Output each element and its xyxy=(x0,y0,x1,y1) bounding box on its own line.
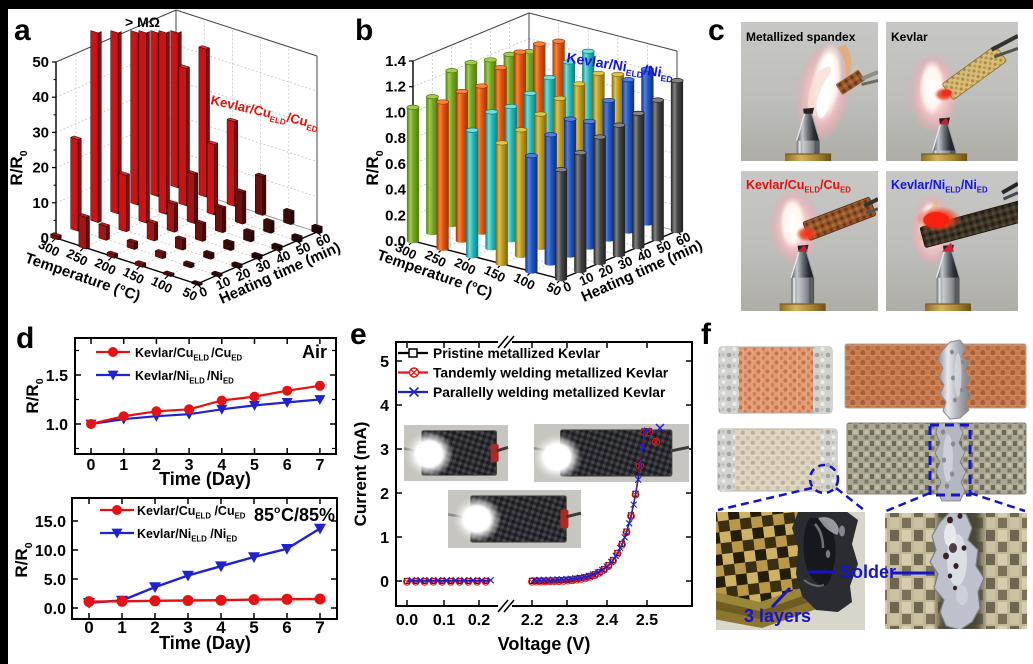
svg-text:6: 6 xyxy=(282,618,291,637)
svg-text:20: 20 xyxy=(32,160,49,177)
svg-text:c: c xyxy=(708,14,725,47)
svg-text:20: 20 xyxy=(596,261,615,281)
svg-text:0.6: 0.6 xyxy=(385,156,406,173)
svg-text:10: 10 xyxy=(577,269,596,289)
svg-text:5: 5 xyxy=(250,457,259,474)
svg-text:30: 30 xyxy=(616,253,635,273)
svg-text:Voltage (V): Voltage (V) xyxy=(498,634,591,654)
svg-text:15.0: 15.0 xyxy=(35,514,66,531)
svg-text:Kevlar/NiELD /NiED: Kevlar/NiELD /NiED xyxy=(137,527,237,544)
svg-text:3: 3 xyxy=(185,457,194,474)
svg-text:6: 6 xyxy=(283,457,292,474)
svg-text:0.0: 0.0 xyxy=(396,612,418,629)
svg-text:Tandemly welding metallized Ke: Tandemly welding metallized Kevlar xyxy=(433,366,669,381)
svg-text:30: 30 xyxy=(254,256,273,276)
svg-text:50: 50 xyxy=(544,279,564,299)
svg-text:4: 4 xyxy=(217,457,226,474)
svg-text:7: 7 xyxy=(315,457,324,474)
svg-text:3: 3 xyxy=(183,618,192,637)
svg-text:0.0: 0.0 xyxy=(44,601,66,618)
svg-text:7: 7 xyxy=(315,618,324,637)
svg-text:Time (Day): Time (Day) xyxy=(159,469,251,489)
svg-text:2.4: 2.4 xyxy=(596,612,618,629)
svg-text:Parallelly welding metallized: Parallelly welding metallized Kevlar xyxy=(433,385,666,400)
svg-text:10: 10 xyxy=(214,273,233,293)
svg-text:4: 4 xyxy=(216,618,226,637)
svg-text:5: 5 xyxy=(380,354,389,371)
svg-text:50: 50 xyxy=(180,284,200,304)
svg-text:Kevlar/CuELD /CuED: Kevlar/CuELD /CuED xyxy=(137,504,246,521)
svg-text:R/R0: R/R0 xyxy=(7,150,30,185)
svg-text:f: f xyxy=(701,318,712,351)
svg-text:40: 40 xyxy=(32,89,49,106)
svg-text:5: 5 xyxy=(249,618,258,637)
svg-text:60: 60 xyxy=(314,230,333,250)
svg-text:a: a xyxy=(14,14,31,47)
svg-text:Kevlar/CuELD/CuED: Kevlar/CuELD/CuED xyxy=(746,178,851,195)
svg-text:0: 0 xyxy=(84,618,93,637)
svg-text:0.8: 0.8 xyxy=(385,130,406,147)
svg-text:Solder: Solder xyxy=(840,562,896,582)
svg-text:3 layers: 3 layers xyxy=(744,606,811,626)
svg-text:0.4: 0.4 xyxy=(385,182,407,199)
svg-text:20: 20 xyxy=(234,265,253,285)
svg-text:40: 40 xyxy=(274,247,293,267)
svg-text:1: 1 xyxy=(119,457,128,474)
svg-text:0: 0 xyxy=(41,230,49,247)
svg-text:2.3: 2.3 xyxy=(556,612,578,629)
svg-text:2: 2 xyxy=(150,618,159,637)
svg-text:10.0: 10.0 xyxy=(35,543,66,560)
svg-text:d: d xyxy=(16,322,34,355)
svg-text:2.2: 2.2 xyxy=(521,612,543,629)
svg-text:1.2: 1.2 xyxy=(385,79,406,96)
svg-text:0: 0 xyxy=(87,457,96,474)
svg-text:50: 50 xyxy=(654,237,673,257)
svg-text:R/R0: R/R0 xyxy=(363,150,386,185)
svg-text:1.5: 1.5 xyxy=(46,368,68,385)
svg-text:0.1: 0.1 xyxy=(433,612,455,629)
svg-text:50: 50 xyxy=(32,54,49,71)
svg-text:2.5: 2.5 xyxy=(636,612,658,629)
svg-text:b: b xyxy=(355,14,373,47)
svg-text:Current (mA): Current (mA) xyxy=(351,422,370,527)
svg-text:C/85%: C/85% xyxy=(281,505,335,525)
svg-text:1: 1 xyxy=(117,618,126,637)
svg-text:4: 4 xyxy=(380,398,389,415)
svg-text:2: 2 xyxy=(152,457,161,474)
svg-text:85: 85 xyxy=(254,505,274,525)
svg-text:3: 3 xyxy=(380,442,389,459)
svg-text:o: o xyxy=(274,504,280,516)
svg-text:2: 2 xyxy=(380,486,389,503)
svg-text:5.0: 5.0 xyxy=(44,572,66,589)
svg-text:10: 10 xyxy=(32,195,49,212)
svg-text:e: e xyxy=(350,318,367,351)
svg-text:1: 1 xyxy=(380,530,389,547)
svg-text:R/R0: R/R0 xyxy=(23,378,46,413)
svg-text:40: 40 xyxy=(635,245,654,265)
svg-text:1.0: 1.0 xyxy=(46,417,68,434)
svg-text:0.2: 0.2 xyxy=(385,207,406,224)
svg-text:Time (Day): Time (Day) xyxy=(159,633,251,653)
svg-text:Pristine metallized Kevlar: Pristine metallized Kevlar xyxy=(433,346,601,361)
svg-text:Kevlar: Kevlar xyxy=(891,30,928,44)
svg-text:1.4: 1.4 xyxy=(385,53,407,70)
svg-text:0.0: 0.0 xyxy=(385,233,406,250)
svg-text:R/R0: R/R0 xyxy=(12,542,35,577)
svg-text:Metallized spandex: Metallized spandex xyxy=(746,30,856,44)
svg-text:0.2: 0.2 xyxy=(468,612,490,629)
svg-text:Air: Air xyxy=(302,342,327,362)
svg-text:Kevlar/NiELD/NiED: Kevlar/NiELD/NiED xyxy=(891,178,988,195)
svg-text:60: 60 xyxy=(674,229,693,249)
svg-text:50: 50 xyxy=(294,239,313,259)
svg-text:0: 0 xyxy=(380,574,389,591)
svg-text:30: 30 xyxy=(32,124,49,141)
svg-text:1.0: 1.0 xyxy=(385,104,406,121)
svg-text:> MΩ: > MΩ xyxy=(125,14,160,30)
svg-text:Kevlar/NiELD /NiED: Kevlar/NiELD /NiED xyxy=(135,369,234,386)
svg-text:Kevlar/CuELD /CuED: Kevlar/CuELD /CuED xyxy=(135,346,242,363)
